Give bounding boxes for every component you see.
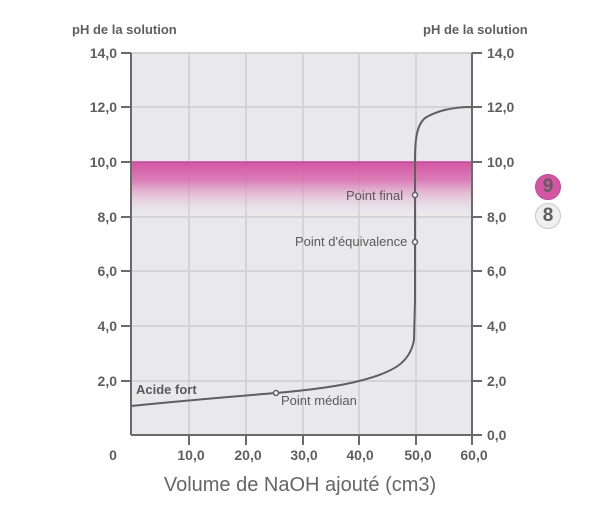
x-tick-30: 30,0	[290, 447, 318, 463]
y-axis-left-title: pH de la solution	[72, 22, 177, 37]
titration-curve	[130, 106, 473, 407]
x-tick-50: 50,0	[404, 447, 432, 463]
indicator-badge-9[interactable]: 9	[535, 174, 561, 200]
acide-fort-label: Acide fort	[136, 382, 197, 397]
y-left-tick-10: 10,0	[89, 154, 117, 170]
x-tick-60: 60,0	[460, 447, 488, 463]
indicator-band	[131, 162, 472, 214]
x-axis-title: Volume de NaOH ajouté (cm3)	[163, 474, 437, 496]
median-point-marker	[272, 389, 280, 397]
y-left-tick-14: 14,0	[89, 45, 117, 61]
y-right-tick-4: 4,0	[487, 318, 507, 334]
y-left-tick-8: 8,0	[97, 209, 117, 225]
y-right-tick-10: 10,0	[487, 154, 515, 170]
y-right-tick-12: 12,0	[487, 99, 515, 115]
final-point-marker	[411, 191, 419, 199]
y-right-tick-8: 8,0	[487, 209, 507, 225]
y-right-tick-14: 14,0	[487, 45, 515, 61]
point-median-label: Point médian	[281, 393, 357, 408]
y-left-tick-4: 4,0	[97, 318, 117, 334]
y-right-tick-2: 2,0	[487, 373, 507, 389]
x-tick-40: 40,0	[346, 447, 374, 463]
y-right-tick-6: 6,0	[487, 263, 507, 279]
y-left-tick-12: 12,0	[89, 99, 117, 115]
indicator-badge-8[interactable]: 8	[535, 203, 561, 229]
x-tick-0: 0	[109, 447, 117, 463]
equivalence-point-marker	[411, 238, 419, 246]
y-left-tick-6: 6,0	[97, 263, 117, 279]
y-axis-right-title: pH de la solution	[423, 22, 528, 37]
y-left-tick-2: 2,0	[97, 373, 117, 389]
point-equivalence-label: Point d'équivalence	[295, 234, 408, 249]
point-final-label: Point final	[346, 188, 404, 203]
x-tick-20: 20,0	[234, 447, 262, 463]
y-right-tick-0: 0,0	[487, 427, 507, 443]
axes	[121, 52, 482, 445]
x-tick-10: 10,0	[177, 447, 205, 463]
